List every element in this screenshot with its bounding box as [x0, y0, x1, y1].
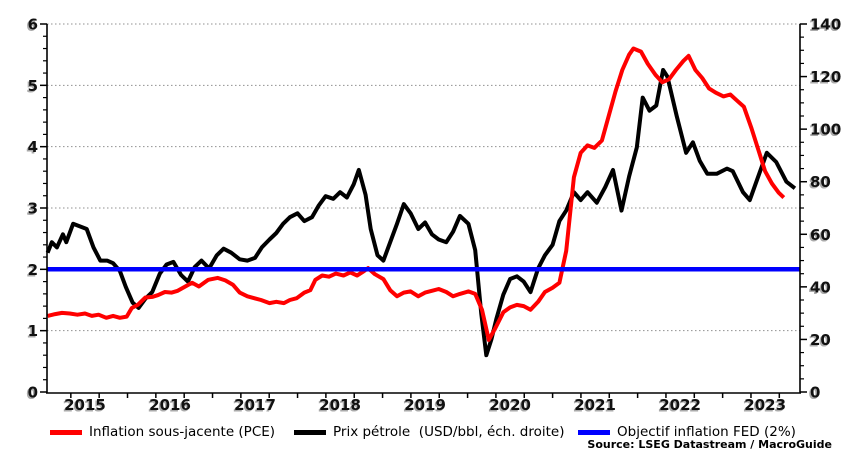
svg-text:5: 5 — [28, 77, 38, 95]
svg-text:140: 140 — [810, 16, 841, 34]
legend-label-oil: Prix pétrole (USD/bbl, éch. droite) — [333, 424, 565, 440]
series-line-0 — [47, 46, 786, 342]
svg-text:120: 120 — [810, 68, 841, 86]
right-axis: 0 20 40 60 80 100 120 140 — [800, 16, 841, 402]
series-lines — [45, 46, 800, 358]
svg-text:1: 1 — [28, 322, 38, 340]
legend-item-fed-target: Objectif inflation FED (2%) — [578, 424, 796, 440]
svg-text:20: 20 — [810, 331, 831, 349]
legend-item-oil: Prix pétrole (USD/bbl, éch. droite) — [294, 424, 565, 440]
svg-text:2018: 2018 — [319, 396, 361, 414]
svg-text:2016: 2016 — [149, 396, 191, 414]
svg-text:60: 60 — [810, 226, 831, 244]
svg-text:2: 2 — [28, 261, 38, 279]
svg-text:2019: 2019 — [404, 396, 446, 414]
left-axis: 0 1 2 3 4 5 6 — [28, 16, 47, 402]
svg-text:3: 3 — [28, 200, 38, 218]
source-note: Source: LSEG Datastream / MacroGuide — [587, 438, 832, 451]
grid-lines — [47, 23, 800, 332]
blue-line-swatch — [578, 429, 610, 435]
svg-text:6: 6 — [28, 16, 38, 34]
svg-text:2017: 2017 — [234, 396, 276, 414]
svg-text:80: 80 — [810, 173, 831, 191]
legend-label-inflation: Inflation sous-jacente (PCE) — [89, 424, 276, 440]
svg-text:2022: 2022 — [659, 396, 701, 414]
series-line-1 — [45, 68, 797, 358]
svg-text:4: 4 — [28, 138, 38, 156]
svg-text:40: 40 — [810, 278, 831, 296]
svg-text:2021: 2021 — [574, 396, 616, 414]
x-axis: 2015 2016 2017 2018 2019 2020 2021 2022 2023 — [64, 393, 786, 414]
legend-label-fed-target: Objectif inflation FED (2%) — [617, 424, 796, 440]
svg-text:0: 0 — [810, 384, 820, 402]
svg-text:2015: 2015 — [64, 396, 106, 414]
red-line-swatch — [50, 429, 82, 435]
legend-item-inflation: Inflation sous-jacente (PCE) — [50, 424, 275, 440]
black-line-swatch — [294, 429, 326, 435]
svg-text:0: 0 — [28, 384, 38, 402]
svg-text:2023: 2023 — [744, 396, 786, 414]
svg-text:2020: 2020 — [489, 396, 531, 414]
svg-text:100: 100 — [810, 121, 841, 139]
